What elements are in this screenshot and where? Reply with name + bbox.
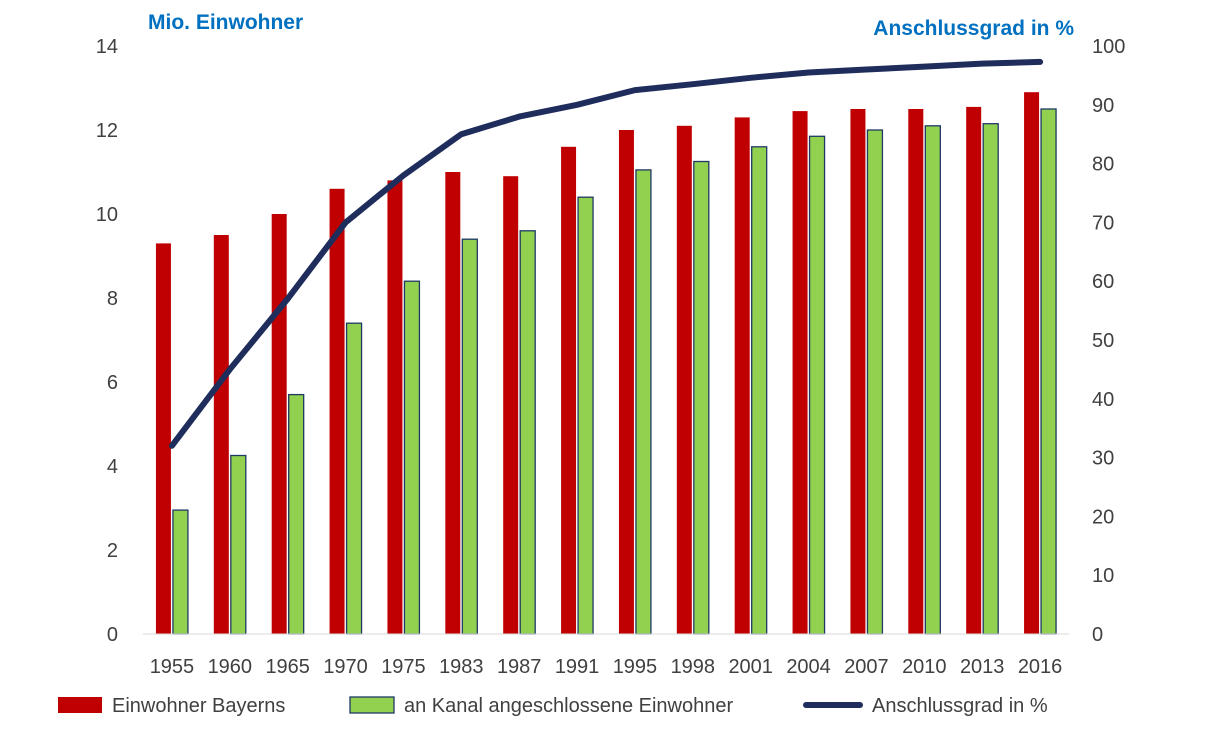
- y-right-tick-label: 10: [1092, 565, 1114, 587]
- bar-angeschlossen-1995: [635, 169, 652, 635]
- bar-angeschlossen-2013: [982, 123, 999, 635]
- bar-angeschlossen-1965: [288, 393, 305, 635]
- legend-label-angeschlossen: an Kanal angeschlossene Einwohner: [404, 695, 733, 717]
- x-tick-label: 1995: [613, 656, 658, 678]
- y-right-tick-label: 90: [1092, 95, 1114, 117]
- bar-einwohner-2016: [1024, 92, 1040, 634]
- x-tick-label: 1975: [381, 656, 426, 678]
- x-tick-label: 1998: [671, 656, 716, 678]
- series-anschlussgrad-line: [168, 58, 1044, 449]
- bar-einwohner-1970: [329, 188, 345, 635]
- bar-angeschlossen-2016: [1040, 108, 1057, 635]
- legend-swatch-angeschlossen: [349, 696, 395, 714]
- bar-angeschlossen-1970: [345, 322, 363, 635]
- bar-angeschlossen-2010: [924, 125, 941, 635]
- series-angeschlossen-bars: [172, 108, 1057, 635]
- y-left-tick-label: 10: [96, 204, 118, 226]
- bar-einwohner-1995: [618, 130, 634, 634]
- bar-einwohner-1983: [445, 172, 461, 634]
- bar-angeschlossen-1987: [519, 230, 536, 635]
- y-right-tick-label: 60: [1092, 271, 1114, 293]
- x-ticks: 1955 1960 1965 1970 1975 1983 1987 1991 1995 1998…: [150, 656, 1063, 678]
- y-right-tick-label: 50: [1092, 330, 1114, 352]
- y-right-tick-label: 30: [1092, 448, 1114, 470]
- bar-einwohner-2007: [850, 109, 866, 634]
- bar-angeschlossen-2004: [808, 135, 826, 635]
- bar-einwohner-1987: [503, 176, 519, 634]
- bar-angeschlossen-2007: [866, 129, 884, 635]
- y-right-tick-label: 80: [1092, 154, 1114, 176]
- y-left-tick-label: 12: [96, 120, 118, 142]
- bar-angeschlossen-1975: [403, 280, 421, 635]
- bar-angeschlossen-1960: [230, 454, 247, 635]
- y-left-tick-label: 6: [107, 372, 118, 394]
- x-tick-label: 1987: [497, 656, 542, 678]
- x-tick-label: 1983: [439, 656, 484, 678]
- y-left-ticks: 0 2 4 6 8 10 12 14: [96, 36, 118, 646]
- bar-einwohner-1998: [676, 125, 692, 635]
- bar-einwohner-2010: [908, 109, 924, 634]
- bar-einwohner-2004: [792, 111, 808, 635]
- y-left-tick-label: 4: [107, 456, 118, 478]
- legend: Einwohner Bayerns an Kanal angeschlossene…: [58, 695, 1048, 717]
- y-left-tick-label: 0: [107, 624, 118, 646]
- bar-einwohner-2013: [966, 106, 982, 634]
- x-tick-label: 1965: [265, 656, 310, 678]
- bar-einwohner-1965: [271, 214, 287, 634]
- x-tick-label: 2001: [728, 656, 773, 678]
- bar-angeschlossen-1998: [693, 160, 710, 635]
- x-tick-label: 1970: [323, 656, 368, 678]
- legend-label-anschlussgrad: Anschlussgrad in %: [872, 695, 1048, 717]
- y-right-tick-label: 70: [1092, 212, 1114, 234]
- bar-angeschlossen-2001: [751, 146, 768, 635]
- x-tick-label: 2010: [902, 656, 947, 678]
- y-left-axis-title: Mio. Einwohner: [148, 11, 303, 34]
- line-anschlussgrad: [168, 58, 1044, 449]
- legend-swatch-einwohner: [58, 697, 102, 713]
- x-tick-label: 2016: [1018, 656, 1063, 678]
- y-right-tick-label: 40: [1092, 389, 1114, 411]
- y-left-tick-label: 8: [107, 288, 118, 310]
- x-tick-label: 2013: [960, 656, 1005, 678]
- y-right-tick-label: 100: [1092, 36, 1125, 58]
- y-right-tick-label: 0: [1092, 624, 1103, 646]
- x-tick-label: 1960: [208, 656, 253, 678]
- y-right-tick-label: 20: [1092, 506, 1114, 528]
- series-einwohner-bars: [155, 92, 1040, 635]
- y-right-ticks: 0 10 20 30 40 50 60 70 80 90 100: [1092, 36, 1125, 646]
- x-tick-label: 2004: [786, 656, 831, 678]
- x-tick-label: 2007: [844, 656, 889, 678]
- bar-angeschlossen-1955: [172, 509, 189, 635]
- bar-einwohner-1975: [387, 180, 403, 634]
- bar-einwohner-1960: [213, 235, 229, 634]
- bar-einwohner-1955: [155, 243, 171, 634]
- y-left-tick-label: 2: [107, 540, 118, 562]
- legend-label-einwohner: Einwohner Bayerns: [112, 695, 285, 717]
- bar-angeschlossen-1983: [461, 238, 478, 635]
- bar-angeschlossen-1991: [577, 196, 594, 635]
- bar-einwohner-1991: [561, 146, 577, 635]
- y-left-tick-label: 14: [96, 36, 118, 58]
- x-tick-label: 1991: [555, 656, 600, 678]
- bar-einwohner-2001: [734, 117, 750, 634]
- x-tick-label: 1955: [150, 656, 195, 678]
- y-right-axis-title: Anschlussgrad in %: [873, 17, 1074, 40]
